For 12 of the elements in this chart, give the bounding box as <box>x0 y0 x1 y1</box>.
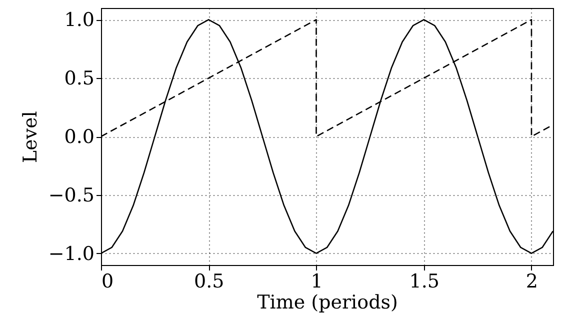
y-tick-label: 1.0 <box>64 9 94 32</box>
y-tick-label: 0.0 <box>64 126 94 148</box>
x-tick-label: 2 <box>526 270 538 292</box>
y-tick-label: −1.0 <box>48 242 94 265</box>
y-tick-label: 0.5 <box>64 68 94 90</box>
x-tick-label: 0.5 <box>194 270 224 292</box>
x-tick-label: 1.5 <box>409 270 440 292</box>
y-tick-label: −0.5 <box>48 184 94 206</box>
x-axis-title: Time (periods) <box>257 292 398 314</box>
x-tick-label: 1 <box>310 270 323 292</box>
y-axis-title: Level <box>19 111 42 163</box>
x-tick-label: 0 <box>102 270 114 292</box>
